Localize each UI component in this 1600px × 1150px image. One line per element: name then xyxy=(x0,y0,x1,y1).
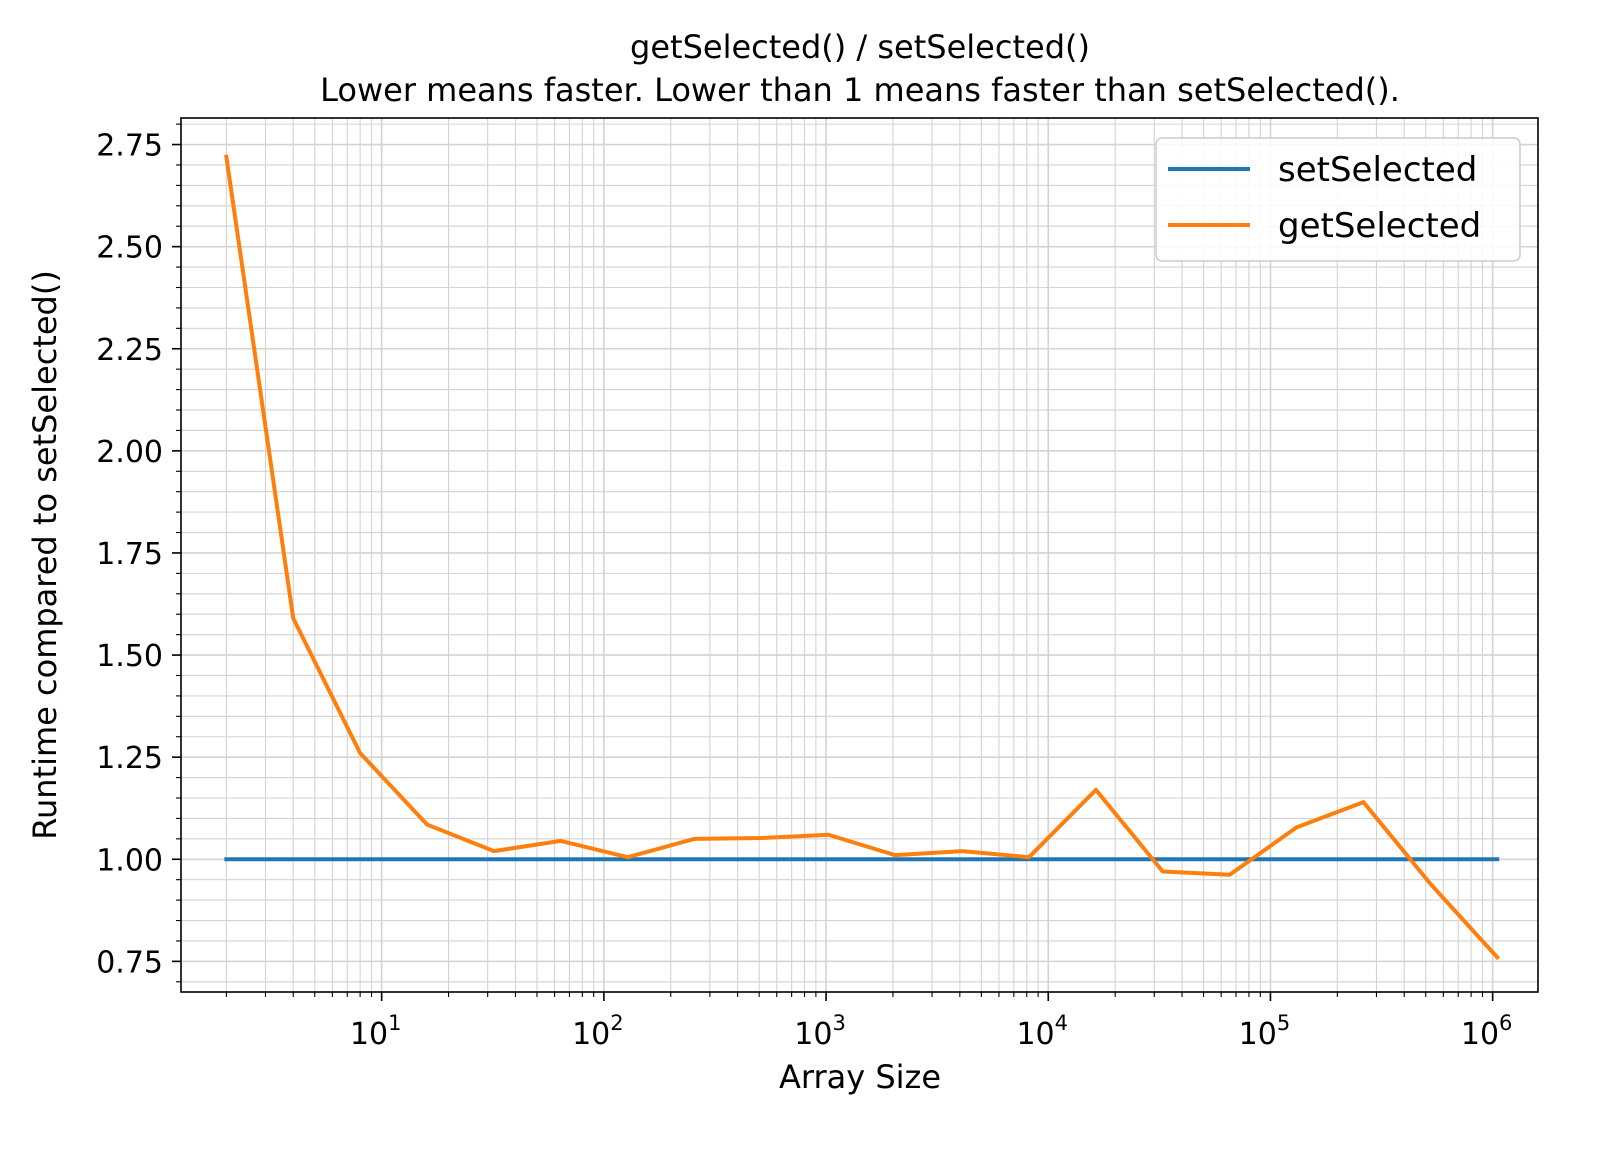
x-tick-label-exponent: 3 xyxy=(832,1011,845,1035)
x-tick-label-base: 10 xyxy=(350,1017,388,1052)
x-tick-label-base: 10 xyxy=(1239,1017,1277,1052)
x-tick-label-exponent: 2 xyxy=(610,1011,623,1035)
y-tick-label: 2.50 xyxy=(96,231,163,266)
y-axis-label: Runtime compared to setSelected() xyxy=(26,270,64,840)
x-tick-label: 101 xyxy=(350,1011,402,1052)
y-tick-label: 2.00 xyxy=(96,435,163,470)
x-tick-label-base: 10 xyxy=(794,1017,832,1052)
y-tick-label: 2.75 xyxy=(96,129,163,164)
x-tick-label-base: 10 xyxy=(572,1017,610,1052)
x-tick-label-exponent: 6 xyxy=(1499,1011,1512,1035)
series-line-getselected xyxy=(224,154,1501,961)
x-tick-label: 103 xyxy=(794,1011,846,1052)
plot-lines xyxy=(224,154,1501,961)
x-tick-label: 104 xyxy=(1016,1011,1068,1052)
y-tick-label: 0.75 xyxy=(96,945,163,980)
axis-ticks xyxy=(172,123,1494,1001)
x-axis-tick-labels: 101 102 103 104 105 106 xyxy=(350,1011,1513,1052)
y-tick-label: 2.25 xyxy=(96,333,163,368)
chart-title: getSelected() / setSelected() xyxy=(630,28,1090,66)
x-tick-label-exponent: 1 xyxy=(388,1011,401,1035)
x-tick-label-base: 10 xyxy=(1461,1017,1499,1052)
x-tick-label-base: 10 xyxy=(1016,1017,1054,1052)
x-tick-label: 102 xyxy=(572,1011,624,1052)
x-tick-label: 105 xyxy=(1239,1011,1291,1052)
y-tick-label: 1.75 xyxy=(96,537,163,572)
x-tick-label-exponent: 4 xyxy=(1055,1011,1068,1035)
legend-label-getselected: getSelected xyxy=(1278,206,1481,246)
plot-area-frame xyxy=(180,117,1539,993)
x-tick-label: 106 xyxy=(1461,1011,1513,1052)
y-tick-label: 1.25 xyxy=(96,741,163,776)
y-tick-label: 1.00 xyxy=(96,843,163,878)
legend: setSelected getSelected xyxy=(1155,137,1521,262)
x-tick-label-exponent: 5 xyxy=(1277,1011,1290,1035)
y-tick-label: 1.50 xyxy=(96,639,163,674)
chart-subtitle: Lower means faster. Lower than 1 means f… xyxy=(320,71,1400,109)
y-axis-tick-labels: 0.75 1.00 1.25 1.50 1.75 2.00 2.25 2.50 2.75 xyxy=(96,129,163,981)
x-axis-label: Array Size xyxy=(779,1058,941,1096)
legend-label-setselected: setSelected xyxy=(1278,150,1477,190)
